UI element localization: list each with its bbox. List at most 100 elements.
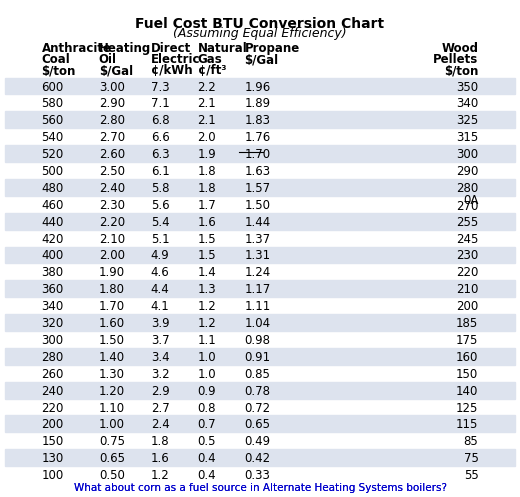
Text: 270: 270	[456, 200, 478, 213]
Text: 280: 280	[456, 182, 478, 195]
Text: 2.20: 2.20	[99, 216, 125, 229]
Text: 260: 260	[42, 368, 64, 381]
Text: 245: 245	[456, 233, 478, 246]
Text: 1.17: 1.17	[244, 283, 270, 296]
Text: 1.30: 1.30	[99, 368, 125, 381]
Text: 1.76: 1.76	[244, 131, 270, 144]
Text: 220: 220	[456, 266, 478, 279]
Text: 200: 200	[42, 418, 64, 431]
Text: 340: 340	[456, 97, 478, 110]
Text: 230: 230	[456, 249, 478, 262]
Text: 1.00: 1.00	[99, 418, 125, 431]
Text: 400: 400	[42, 249, 64, 262]
Text: 6.8: 6.8	[151, 114, 170, 127]
Text: 2.30: 2.30	[99, 199, 125, 212]
Text: 140: 140	[456, 385, 478, 398]
Text: 0.33: 0.33	[244, 469, 270, 482]
Text: 2.9: 2.9	[151, 385, 170, 398]
Text: 1.50: 1.50	[244, 199, 270, 212]
Text: 1.80: 1.80	[99, 283, 125, 296]
Text: 100: 100	[42, 469, 64, 482]
Text: 600: 600	[42, 81, 64, 93]
Text: 3.00: 3.00	[99, 81, 125, 93]
Text: Heating: Heating	[99, 42, 151, 55]
Text: 1.6: 1.6	[151, 452, 170, 465]
Text: 7.3: 7.3	[151, 81, 170, 93]
Text: 540: 540	[42, 131, 64, 144]
Text: 75: 75	[463, 452, 478, 465]
Text: 0.8: 0.8	[198, 402, 216, 414]
Text: 0.9: 0.9	[198, 385, 216, 398]
Text: 1.50: 1.50	[99, 334, 125, 347]
Text: 1.9: 1.9	[198, 148, 216, 161]
Text: 0.7: 0.7	[198, 418, 216, 431]
Text: 1.63: 1.63	[244, 165, 270, 178]
Text: 2.60: 2.60	[99, 148, 125, 161]
Text: 1.11: 1.11	[244, 300, 270, 313]
Text: 6.1: 6.1	[151, 165, 170, 178]
Text: 280: 280	[42, 351, 64, 364]
Text: 1.8: 1.8	[198, 182, 216, 195]
Text: 0.75: 0.75	[99, 435, 125, 448]
Text: 2.4: 2.4	[151, 418, 170, 431]
Text: 1.60: 1.60	[99, 317, 125, 330]
Text: 4.4: 4.4	[151, 283, 170, 296]
Text: 5.1: 5.1	[151, 233, 170, 246]
Text: 1.70: 1.70	[244, 148, 270, 161]
Text: 1.96: 1.96	[244, 81, 270, 93]
Text: 160: 160	[456, 351, 478, 364]
Text: 2.2: 2.2	[198, 81, 216, 93]
Text: Oil: Oil	[99, 53, 117, 66]
Text: 290: 290	[456, 165, 478, 178]
Text: $/ton: $/ton	[42, 64, 76, 77]
Text: 3.7: 3.7	[151, 334, 170, 347]
Text: Coal: Coal	[42, 53, 70, 66]
Text: 0.49: 0.49	[244, 435, 270, 448]
Text: 1.8: 1.8	[151, 435, 170, 448]
Text: 360: 360	[42, 283, 64, 296]
Text: 0.42: 0.42	[244, 452, 270, 465]
Text: 3.4: 3.4	[151, 351, 170, 364]
Text: 315: 315	[456, 131, 478, 144]
Text: 150: 150	[456, 368, 478, 381]
Text: What about corn as a fuel source in Alternate Heating Systems boilers?: What about corn as a fuel source in Alte…	[73, 483, 447, 493]
Text: 0.91: 0.91	[244, 351, 270, 364]
Text: Electric: Electric	[151, 53, 200, 66]
Text: Gas: Gas	[198, 53, 223, 66]
Text: 300: 300	[42, 334, 64, 347]
Text: 55: 55	[464, 469, 478, 482]
Text: 255: 255	[456, 216, 478, 229]
Text: 6.3: 6.3	[151, 148, 170, 161]
Text: Anthracite: Anthracite	[42, 42, 112, 55]
Text: 4.1: 4.1	[151, 300, 170, 313]
Text: 1.57: 1.57	[244, 182, 270, 195]
Text: 0A: 0A	[463, 194, 478, 207]
Text: 4.9: 4.9	[151, 249, 170, 262]
Text: 2.40: 2.40	[99, 182, 125, 195]
Text: (Assuming Equal Efficiency): (Assuming Equal Efficiency)	[173, 27, 347, 40]
Text: 1.5: 1.5	[198, 249, 216, 262]
Text: 1.31: 1.31	[244, 249, 270, 262]
Text: 300: 300	[456, 148, 478, 161]
Text: 125: 125	[456, 402, 478, 414]
Text: 2.50: 2.50	[99, 165, 125, 178]
Text: 0.65: 0.65	[99, 452, 125, 465]
Text: 350: 350	[456, 81, 478, 93]
Text: 1.2: 1.2	[198, 317, 216, 330]
Text: 210: 210	[456, 283, 478, 296]
Text: 320: 320	[42, 317, 64, 330]
Text: 2.1: 2.1	[198, 97, 216, 110]
Text: 0.98: 0.98	[244, 334, 270, 347]
Text: 420: 420	[42, 233, 64, 246]
Text: ¢/ft³: ¢/ft³	[198, 64, 226, 77]
Text: 6.6: 6.6	[151, 131, 170, 144]
Text: 1.10: 1.10	[99, 402, 125, 414]
Text: 200: 200	[456, 300, 478, 313]
Text: 1.8: 1.8	[198, 165, 216, 178]
Text: Propane: Propane	[244, 42, 300, 55]
Text: 1.70: 1.70	[99, 300, 125, 313]
Text: 1.5: 1.5	[198, 233, 216, 246]
Text: $/Gal: $/Gal	[244, 53, 279, 66]
Text: 1.90: 1.90	[99, 266, 125, 279]
Text: What about corn as a fuel source in Alternate Heating Systems boilers?: What about corn as a fuel source in Alte…	[73, 483, 447, 493]
